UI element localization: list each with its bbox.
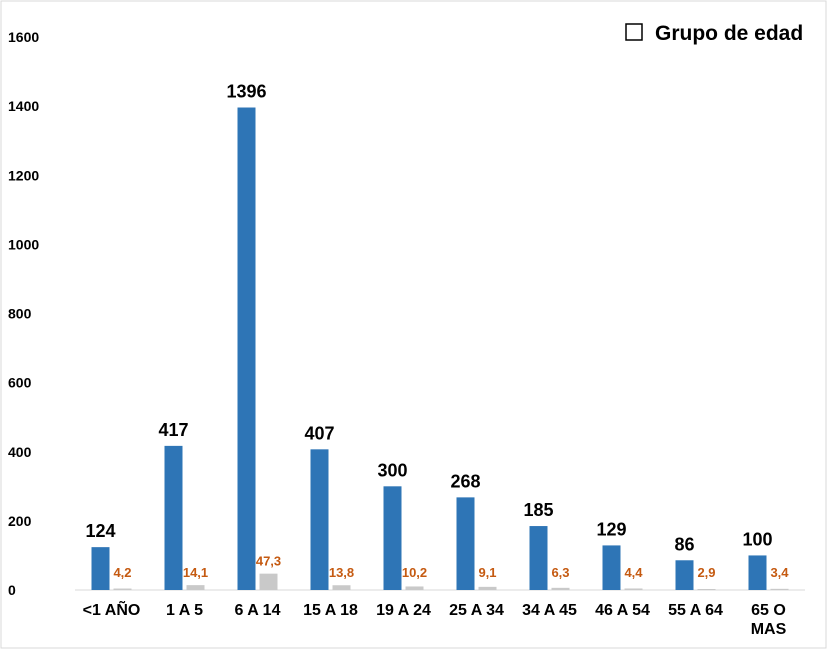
data-label-series-2: 13,8	[329, 565, 354, 580]
x-tick-label: 1 A 5	[166, 602, 203, 619]
bar-series-1	[383, 486, 402, 590]
bar-series-1	[310, 449, 329, 590]
y-axis: 0 200 400 600 800 1000 1200 1400 1600	[8, 29, 39, 598]
bar-series-2	[259, 573, 278, 590]
x-tick-label: 6 A 14	[235, 602, 281, 619]
data-label-series-2: 10,2	[402, 565, 427, 580]
bar-series-1	[237, 107, 256, 590]
y-tick-label: 1000	[8, 236, 39, 252]
bar-series-2	[186, 585, 205, 590]
data-label-series-1: 124	[85, 521, 115, 541]
x-tick-label: 65 O MAS	[751, 602, 787, 638]
data-label-series-2: 9,1	[478, 565, 496, 580]
x-axis-categories: <1 AÑO 1 A 5 6 A 14 15 A 18 19 A 24 25 A 34 34…	[83, 599, 787, 638]
y-tick-label: 400	[8, 444, 32, 460]
bar-series-2	[405, 586, 424, 590]
bar-series-2	[624, 588, 643, 590]
data-label-series-1: 1396	[226, 82, 266, 102]
data-label-series-1: 300	[377, 460, 407, 480]
data-label-series-2: 3,4	[770, 565, 789, 580]
x-tick-label: 19 A 24	[376, 602, 431, 619]
legend: Grupo de edad	[625, 22, 803, 45]
bar-series-2	[697, 588, 716, 590]
x-tick-label: 25 A 34	[449, 602, 504, 619]
data-label-series-1: 268	[450, 471, 480, 491]
bar-series-2	[770, 588, 789, 590]
bar-series-1	[748, 555, 767, 590]
y-tick-label: 200	[8, 513, 32, 529]
data-label-series-1: 100	[742, 529, 772, 549]
bar-series-1	[675, 560, 694, 590]
data-label-series-1: 129	[596, 519, 626, 539]
data-label-series-2: 4,2	[113, 565, 131, 580]
bar-series-1	[91, 547, 110, 590]
y-tick-label: 1200	[8, 167, 39, 183]
data-label-series-1: 417	[158, 420, 188, 440]
x-tick-label: 55 A 64	[668, 602, 723, 619]
y-tick-label: 0	[8, 582, 16, 598]
data-label-series-1: 407	[304, 423, 334, 443]
bar-series-2	[478, 586, 497, 590]
x-tick-label: 34 A 45	[522, 602, 577, 619]
x-tick-label: 46 A 54	[595, 602, 650, 619]
bar-series-1	[164, 445, 183, 590]
y-tick-label: 1400	[8, 98, 39, 114]
legend-checkbox-icon	[625, 23, 643, 41]
y-tick-label: 800	[8, 306, 32, 322]
bar-series-2	[113, 588, 132, 590]
data-label-series-2: 6,3	[551, 565, 569, 580]
y-tick-label: 1600	[8, 29, 39, 45]
x-tick-label: 15 A 18	[303, 602, 358, 619]
data-label-series-2: 14,1	[183, 565, 208, 580]
y-tick-label: 600	[8, 375, 32, 391]
data-label-series-1: 86	[674, 534, 694, 554]
x-tick-label: <1 AÑO	[83, 599, 141, 619]
bar-series-1	[529, 526, 548, 590]
data-label-series-2: 47,3	[256, 554, 281, 569]
bar-series-1	[602, 545, 621, 590]
bar-series-2	[332, 585, 351, 590]
data-label-series-1: 185	[523, 500, 553, 520]
bar-series-1	[456, 497, 475, 590]
data-label-series-2: 2,9	[697, 565, 715, 580]
bar-series-2	[551, 587, 570, 590]
bars: 124 4,2 417 14,1 1396 47,3 407 13,8 300 10,2 268 9,…	[85, 82, 789, 590]
legend-label: Grupo de edad	[655, 22, 803, 45]
data-label-series-2: 4,4	[624, 565, 643, 580]
